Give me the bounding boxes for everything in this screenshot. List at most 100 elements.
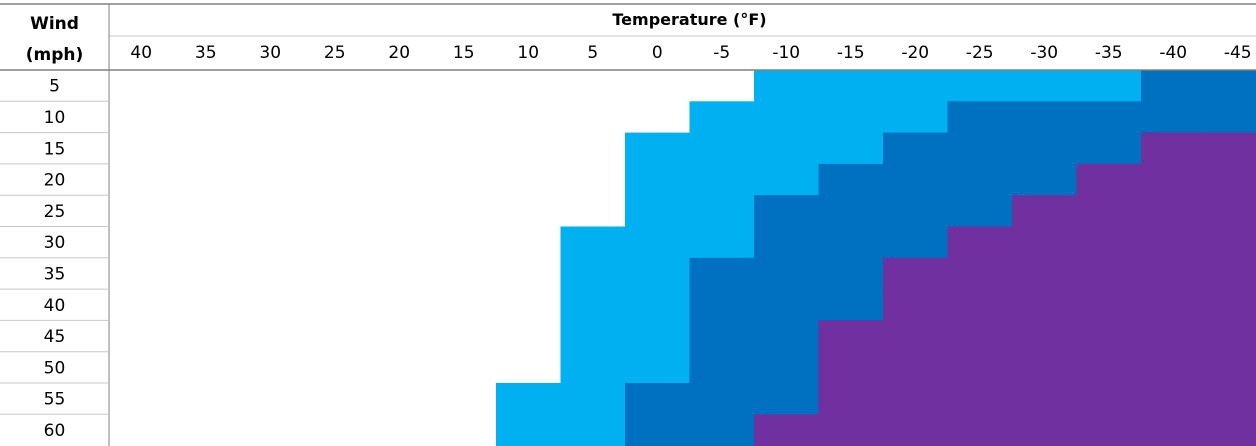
heatmap-cell — [948, 258, 1013, 290]
heatmap-cell — [1141, 101, 1206, 133]
chart-title: Temperature (°F) — [612, 10, 766, 29]
x-tick-label: -25 — [966, 43, 994, 63]
heatmap-cell — [625, 352, 690, 384]
heatmap-cell — [948, 320, 1013, 352]
heatmap-cell — [625, 258, 690, 290]
heatmap-cell — [819, 383, 884, 415]
heatmap-cell — [754, 195, 819, 227]
heatmap-cell — [561, 414, 626, 446]
y-tick-labels: 5 10 15 20 25 30 35 40 45 50 55 60 — [44, 77, 66, 441]
heatmap-cell — [1012, 70, 1077, 102]
heatmap-cell — [625, 414, 690, 446]
heatmap-cell — [1206, 164, 1256, 196]
y-tick-label: 45 — [44, 327, 66, 347]
heatmap-cell — [754, 101, 819, 133]
heatmap-cell — [754, 320, 819, 352]
x-tick-label: 15 — [453, 43, 475, 63]
heatmap-cell — [754, 414, 819, 446]
heatmap-cell — [1206, 70, 1256, 102]
heatmap-cell — [625, 289, 690, 321]
heatmap-cell — [1141, 289, 1206, 321]
heatmap-cell — [819, 195, 884, 227]
y-tick-label: 20 — [44, 171, 66, 191]
heatmap-cell — [754, 70, 819, 102]
heatmap-cell — [496, 414, 561, 446]
heatmap-cell — [948, 227, 1013, 259]
heatmap-cell — [1141, 70, 1206, 102]
y-tick-label: 5 — [49, 77, 60, 97]
heatmap-cell — [690, 258, 755, 290]
heatmap-cell — [883, 289, 948, 321]
heatmap-cell — [883, 133, 948, 165]
heatmap-cell — [883, 101, 948, 133]
heatmap-cell — [1077, 101, 1142, 133]
x-tick-label: -35 — [1095, 43, 1123, 63]
y-tick-label: 30 — [44, 233, 66, 253]
x-tick-label: 25 — [324, 43, 346, 63]
x-tick-label: 5 — [587, 43, 598, 63]
heatmap-cell — [496, 383, 561, 415]
heatmap-cell — [625, 320, 690, 352]
heatmap-cell — [1206, 101, 1256, 133]
heatmap-cell — [1077, 289, 1142, 321]
y-tick-label: 40 — [44, 296, 66, 316]
row-header-line2: (mph) — [26, 45, 84, 65]
heatmap-cell — [948, 164, 1013, 196]
heatmap-cell — [883, 414, 948, 446]
heatmap-cell — [1012, 414, 1077, 446]
y-tick-label: 10 — [44, 108, 66, 128]
heatmap-cell — [1141, 352, 1206, 384]
heatmap-cell — [1077, 258, 1142, 290]
heatmap-cell — [690, 133, 755, 165]
heatmap-cell — [690, 352, 755, 384]
heatmap-cell — [754, 227, 819, 259]
heatmap-cell — [1077, 164, 1142, 196]
heatmap-cell — [819, 164, 884, 196]
x-tick-labels: 40 35 30 25 20 15 10 5 0 -5 -10 -15 -20 -25 -30 -35 -40-… — [130, 43, 1251, 63]
heatmap-cell — [948, 414, 1013, 446]
heatmap-cell — [561, 320, 626, 352]
heatmap-cell — [1012, 352, 1077, 384]
heatmap-cell — [1206, 195, 1256, 227]
heatmap-cell — [948, 133, 1013, 165]
heatmap-cell — [1206, 383, 1256, 415]
heatmap-cell — [690, 383, 755, 415]
y-tick-label: 50 — [44, 358, 66, 378]
x-tick-label: 10 — [517, 43, 539, 63]
heatmap-cell — [948, 195, 1013, 227]
heatmap-cell — [883, 352, 948, 384]
heatmap-cell — [561, 258, 626, 290]
heatmap-cell — [690, 227, 755, 259]
heatmap-cell — [690, 164, 755, 196]
y-tick-label: 35 — [44, 264, 66, 284]
heatmap-cell — [1141, 414, 1206, 446]
heatmap-cell — [1141, 133, 1206, 165]
x-tick-label: -15 — [837, 43, 865, 63]
x-tick-label: -30 — [1030, 43, 1058, 63]
heatmap-cell — [690, 414, 755, 446]
heatmap-cell — [625, 195, 690, 227]
heatmap-cell — [625, 227, 690, 259]
x-tick-label: -20 — [901, 43, 929, 63]
heatmap-cell — [819, 414, 884, 446]
heatmap-cell — [690, 195, 755, 227]
x-tick-label: -10 — [772, 43, 800, 63]
heatmap-cell — [883, 383, 948, 415]
heatmap-cell — [883, 70, 948, 102]
heatmap-cell — [1012, 133, 1077, 165]
heatmap-cell — [561, 227, 626, 259]
heatmap-cell — [1141, 258, 1206, 290]
x-tick-label: -40 — [1159, 43, 1187, 63]
heatmap-cell — [1077, 383, 1142, 415]
heatmap-cell — [883, 227, 948, 259]
heatmap-cell — [1012, 289, 1077, 321]
heatmap-cell — [1077, 414, 1142, 446]
heatmap-cell — [1141, 383, 1206, 415]
heatmap-cell — [1012, 383, 1077, 415]
heatmap-cell — [754, 383, 819, 415]
heatmap-cell — [1206, 320, 1256, 352]
heatmap-cell — [883, 195, 948, 227]
heatmap-cell — [883, 258, 948, 290]
heatmap-cell — [1206, 289, 1256, 321]
heatmap-cell — [1206, 227, 1256, 259]
